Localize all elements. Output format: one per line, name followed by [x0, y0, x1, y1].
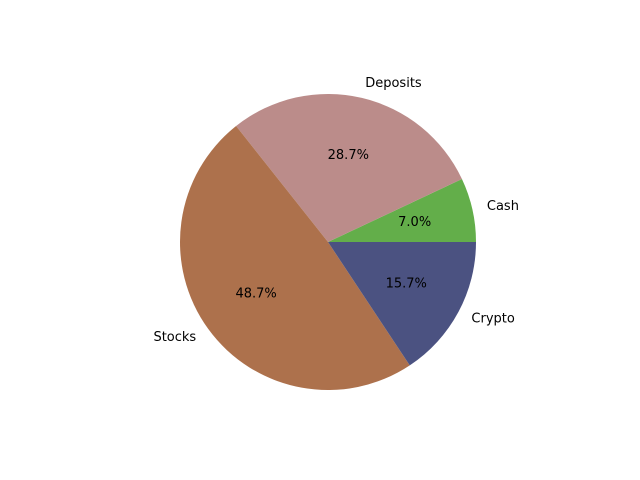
pie-percent-label-cash: 7.0%: [398, 215, 431, 230]
pie-percent-label-stocks: 48.7%: [235, 287, 276, 302]
pie-labels: 7.0% Cash 28.7% Deposits 48.7% Stocks 15.7% Cry…: [153, 76, 518, 345]
pie-category-label-deposits: Deposits: [365, 76, 422, 91]
pie-category-label-crypto: Crypto: [471, 312, 514, 327]
pie-percent-label-crypto: 15.7%: [386, 277, 427, 292]
pie-category-label-cash: Cash: [487, 199, 519, 214]
pie-slices: [179, 94, 476, 391]
pie-slice-crypto: [328, 242, 476, 366]
pie-category-label-stocks: Stocks: [153, 330, 196, 345]
pie-percent-label-deposits: 28.7%: [328, 148, 369, 163]
pie-slice-stocks: [179, 125, 410, 391]
pie-slice-cash: [328, 179, 476, 242]
pie-slice-deposits: [236, 94, 462, 242]
